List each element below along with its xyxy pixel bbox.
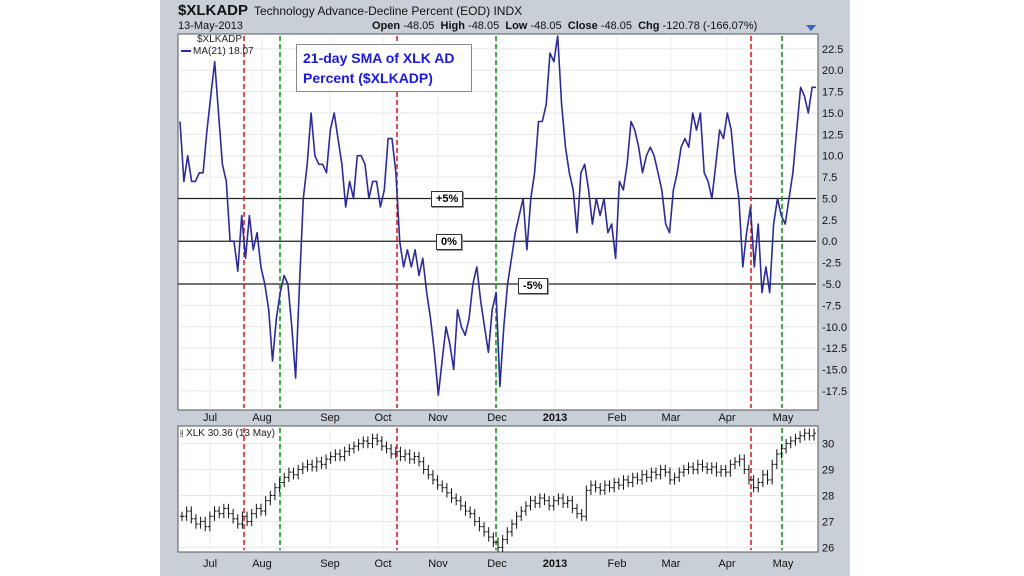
upper-legend: $XLKADP MA(21) 18.07 xyxy=(181,34,254,58)
chg-label: Chg xyxy=(638,20,660,32)
lower-legend: ⫲ XLK 30.36 (13 May) xyxy=(180,428,275,439)
upper-y-tick-label: 10.0 xyxy=(822,151,843,163)
x-tick-label: Aug xyxy=(252,558,272,570)
x-tick-label: Aug xyxy=(252,412,272,424)
close-label: Close xyxy=(567,20,598,32)
legend-series-label: MA(21) 18.07 xyxy=(193,46,254,57)
ohlc-readout: Open -48.05 High -48.05 Low -48.05 Close… xyxy=(372,20,757,32)
reference-lines xyxy=(178,197,816,285)
high-value: -48.05 xyxy=(468,20,500,32)
x-tick-label: Dec xyxy=(487,558,507,570)
chart-annotation: 21-day SMA of XLK AD Percent ($XLKADP) xyxy=(296,44,472,92)
x-tick-label: Feb xyxy=(608,412,627,424)
lower-y-tick-label: 26 xyxy=(822,542,834,554)
symbol-description: Technology Advance-Decline Percent (EOD)… xyxy=(254,4,522,18)
annotation-line-2: Percent ($XLKADP) xyxy=(303,70,433,86)
quote-date: 13-May-2013 xyxy=(178,20,243,32)
ref-label-minus5: -5% xyxy=(518,278,548,294)
x-tick-label: Dec xyxy=(487,412,507,424)
x-tick-label: Oct xyxy=(374,558,391,570)
close-value: -48.05 xyxy=(600,20,632,32)
x-tick-label: Jul xyxy=(203,412,217,424)
x-tick-label: May xyxy=(773,558,794,570)
lower-series xyxy=(180,428,816,553)
legend-series-row: MA(21) 18.07 xyxy=(181,46,254,58)
open-value: -48.05 xyxy=(403,20,435,32)
ma21-series-line xyxy=(179,35,816,397)
x-tick-label: Sep xyxy=(320,412,340,424)
upper-y-tick-label: -12.5 xyxy=(822,343,847,355)
upper-y-tick-label: -2.5 xyxy=(822,258,841,270)
x-tick-label: Jul xyxy=(203,558,217,570)
legend-symbol: $XLKADP xyxy=(197,34,243,45)
upper-y-tick-label: 2.5 xyxy=(822,215,837,227)
x-tick-label: Nov xyxy=(428,412,448,424)
x-tick-label: Feb xyxy=(608,558,627,570)
lower-y-tick-label: 28 xyxy=(822,490,834,502)
upper-series xyxy=(179,35,816,397)
x-tick-label: May xyxy=(773,412,794,424)
lower-y-tick-label: 30 xyxy=(822,439,834,451)
lower-x-ticks: Jul Aug Sep Oct Nov Dec 2013 Feb Mar Apr May xyxy=(203,558,794,570)
x-tick-label: Sep xyxy=(320,558,340,570)
x-tick-label: Apr xyxy=(718,558,735,570)
upper-y-tick-label: -15.0 xyxy=(822,365,847,377)
low-value: -48.05 xyxy=(530,20,562,32)
upper-y-tick-label: 0.0 xyxy=(822,236,837,248)
x-tick-label: Nov xyxy=(428,558,448,570)
x-tick-label: Oct xyxy=(374,412,391,424)
upper-y-tick-label: 7.5 xyxy=(822,172,837,184)
upper-y-tick-label: 12.5 xyxy=(822,129,843,141)
upper-y-tick-label: -5.0 xyxy=(822,279,841,291)
chg-value: -120.78 (-166.07%) xyxy=(662,20,758,32)
dropdown-arrow-icon[interactable] xyxy=(806,25,816,31)
upper-y-tick-label: 22.5 xyxy=(822,44,843,56)
lower-y-tick-label: 29 xyxy=(822,465,834,477)
x-tick-label: Apr xyxy=(718,412,735,424)
lower-legend-label: XLK 30.36 (13 May) xyxy=(186,428,275,439)
description-text: Technology Advance-Decline Percent (EOD) xyxy=(254,4,491,18)
legend-line-icon xyxy=(181,50,191,53)
exchange-text: INDX xyxy=(493,4,523,18)
lower-y-ticks: 30 29 28 27 26 xyxy=(822,439,834,555)
x-tick-label: 2013 xyxy=(543,412,567,424)
upper-y-tick-label: 20.0 xyxy=(822,65,843,77)
high-label: High xyxy=(440,20,465,32)
ref-label-zero: 0% xyxy=(436,234,462,250)
upper-y-tick-label: -17.5 xyxy=(822,386,847,398)
upper-y-tick-label: 17.5 xyxy=(822,87,843,99)
symbol-title: $XLKADP xyxy=(178,2,249,19)
annotation-line-1: 21-day SMA of XLK AD xyxy=(303,50,455,66)
lower-y-tick-label: 27 xyxy=(822,516,834,528)
x-tick-label: Mar xyxy=(662,412,681,424)
open-label: Open xyxy=(372,20,401,32)
x-tick-label: 2013 xyxy=(543,558,567,570)
upper-y-tick-label: 15.0 xyxy=(822,108,843,120)
upper-y-tick-label: -10.0 xyxy=(822,322,847,334)
ref-label-plus5: +5% xyxy=(431,191,464,207)
x-tick-label: Mar xyxy=(662,558,681,570)
upper-y-tick-label: -7.5 xyxy=(822,300,841,312)
low-label: Low xyxy=(505,20,528,32)
upper-y-tick-label: 5.0 xyxy=(822,193,837,205)
lower-panel xyxy=(177,425,819,553)
upper-x-ticks: Jul Aug Sep Oct Nov Dec 2013 Feb Mar Apr May xyxy=(203,412,794,424)
ohlc-legend-icon: ⫲ xyxy=(180,428,187,439)
upper-y-ticks: 22.5 20.0 17.5 15.0 12.5 10.0 7.5 5.0 2.5 0.0 -2.5… xyxy=(822,44,847,398)
